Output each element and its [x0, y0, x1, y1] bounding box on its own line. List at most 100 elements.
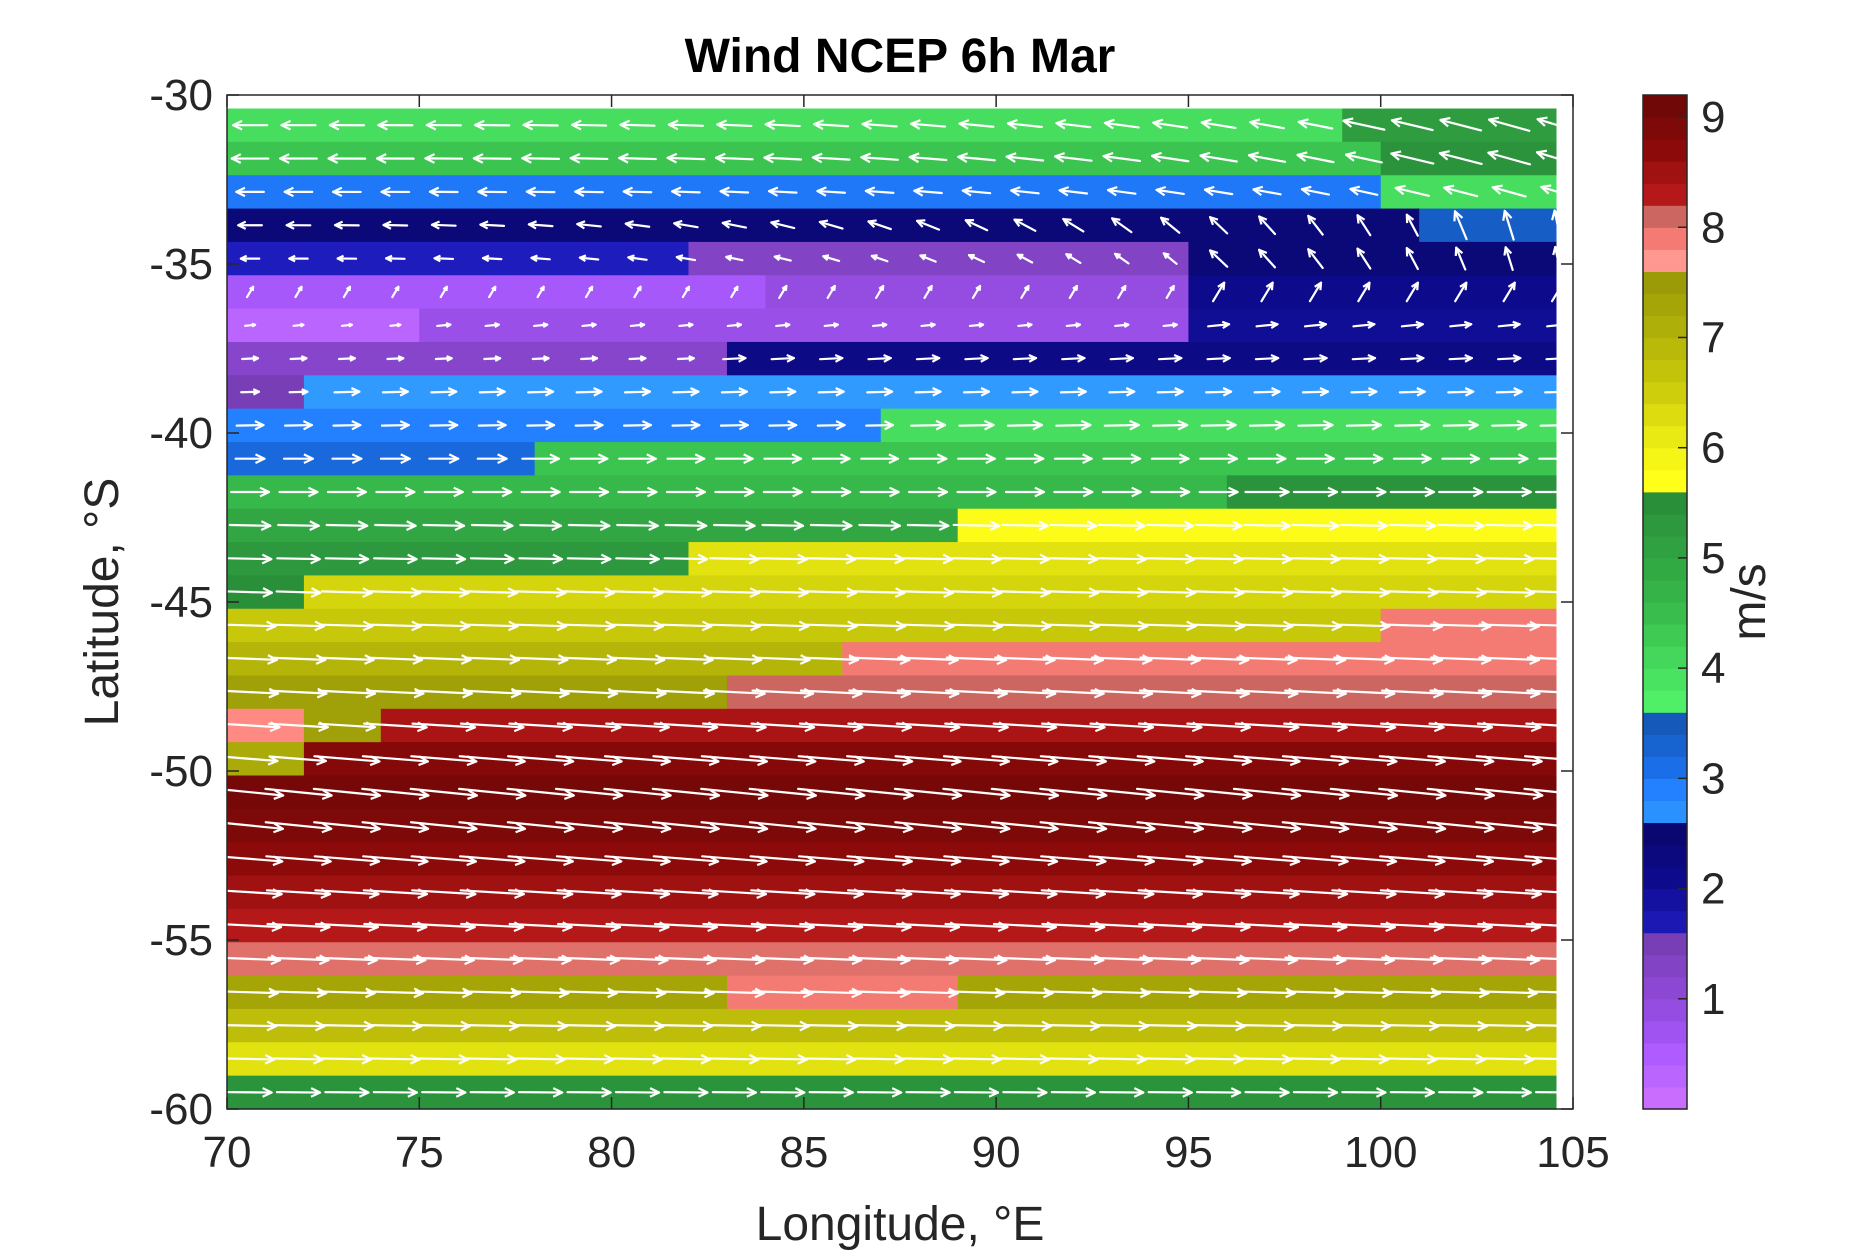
wind-arrow: [1195, 1087, 1242, 1098]
wind-arrow: [915, 354, 941, 363]
wind-arrow: [1006, 419, 1044, 431]
wind-arrow: [380, 186, 411, 198]
wind-arrow: [1390, 117, 1434, 132]
wind-arrow: [1480, 987, 1539, 999]
wind-arrow: [1238, 987, 1296, 999]
wind-arrow: [1006, 118, 1043, 130]
wind-arrow: [804, 620, 858, 632]
colorbar-swatch: [1643, 337, 1687, 361]
wind-arrow: [1200, 419, 1237, 431]
wind-arrow: [1530, 1020, 1585, 1032]
colorbar-swatch: [1643, 403, 1687, 427]
x-tick-label: 75: [395, 1128, 444, 1177]
wind-arrow: [377, 119, 414, 131]
wind-arrow: [1020, 284, 1030, 299]
wind-arrow: [1156, 387, 1184, 397]
wind-arrow: [1303, 320, 1328, 330]
wind-arrow: [706, 654, 763, 665]
wind-arrow: [719, 186, 750, 197]
wind-arrow: [1255, 320, 1279, 330]
wind-arrow: [1486, 486, 1532, 498]
wind-arrow: [422, 520, 466, 531]
wind-arrow: [285, 220, 312, 230]
y-tick-label: -50: [149, 747, 213, 796]
wind-arrow: [603, 787, 672, 800]
wind-arrow: [569, 453, 609, 465]
y-tick: -55: [149, 916, 1573, 965]
wind-arrow: [1005, 453, 1045, 465]
wind-arrow: [421, 553, 467, 565]
wind-arrow: [768, 420, 798, 431]
wind-arrow: [1486, 1087, 1532, 1098]
colorbar-swatch: [1643, 756, 1687, 779]
colorbar-swatch: [1643, 888, 1687, 912]
wind-arrow: [1341, 1087, 1387, 1098]
wind-arrow: [1390, 150, 1435, 165]
wind-arrow: [367, 654, 424, 665]
wind-arrow: [379, 453, 411, 465]
wind-arrow: [1044, 987, 1103, 999]
colorbar-swatch: [1643, 315, 1687, 339]
wind-arrow: [770, 219, 796, 230]
wind-arrow: [1157, 354, 1183, 363]
wind-arrow: [1208, 249, 1229, 268]
colorbar-swatch: [1643, 1042, 1687, 1066]
wind-arrow: [1247, 453, 1287, 465]
wind-arrow: [767, 186, 798, 197]
wind-arrow: [775, 322, 791, 328]
wind-arrow: [1301, 387, 1330, 397]
wind-arrow: [1524, 855, 1591, 867]
wind-arrow: [1199, 453, 1239, 465]
wind-arrow: [870, 254, 889, 263]
wind-arrow: [1107, 186, 1137, 197]
heatmap-cell: [1188, 241, 1557, 276]
wind-arrow: [778, 284, 788, 299]
x-tick-label: 90: [972, 1128, 1021, 1177]
wind-arrow: [1049, 520, 1098, 532]
wind-arrow: [506, 821, 575, 834]
wind-arrow: [1454, 281, 1468, 303]
wind-arrow: [430, 387, 458, 397]
wind-arrow: [1350, 387, 1378, 397]
wind-arrow: [1002, 1087, 1048, 1098]
wind-arrow: [1103, 118, 1140, 130]
wind-arrow: [716, 119, 753, 131]
wind-arrow: [811, 453, 851, 465]
wind-arrow: [434, 355, 453, 362]
wind-arrow: [470, 520, 514, 531]
wind-arrow: [488, 285, 497, 299]
wind-arrow: [672, 387, 700, 397]
wind-arrow: [1144, 587, 1197, 598]
wind-arrow: [1258, 215, 1277, 236]
colorbar-swatch: [1643, 822, 1687, 846]
wind-arrow: [1330, 821, 1398, 834]
wind-arrow: [1095, 587, 1148, 598]
wind-arrow: [666, 453, 706, 465]
wind-arrow: [905, 1087, 951, 1098]
wind-arrow: [1010, 186, 1040, 197]
wind-arrow: [1099, 1087, 1145, 1098]
wind-arrow: [478, 387, 506, 397]
wind-arrow: [1307, 214, 1324, 236]
wind-arrow: [1165, 284, 1175, 299]
wind-arrow: [1357, 281, 1371, 303]
wind-arrow: [1491, 419, 1528, 431]
wind-arrow: [805, 587, 858, 598]
wind-arrow: [700, 821, 769, 834]
wind-arrow: [1342, 117, 1386, 131]
wind-arrow: [764, 119, 801, 131]
x-tick: 105: [1536, 95, 1610, 1177]
wind-arrow: [428, 186, 459, 198]
wind-arrow: [519, 520, 562, 531]
wind-arrow: [754, 654, 811, 665]
wind-arrow: [956, 486, 997, 498]
wind-arrow: [1162, 322, 1178, 328]
wind-arrow: [867, 354, 892, 363]
colorbar-label: m/s: [1723, 563, 1776, 640]
wind-arrow: [560, 987, 618, 999]
y-tick: -40: [149, 409, 1573, 458]
colorbar-swatch: [1643, 1064, 1687, 1088]
wind-arrow: [949, 620, 1004, 632]
wind-arrow: [1438, 1087, 1484, 1098]
wind-arrow: [481, 254, 503, 263]
